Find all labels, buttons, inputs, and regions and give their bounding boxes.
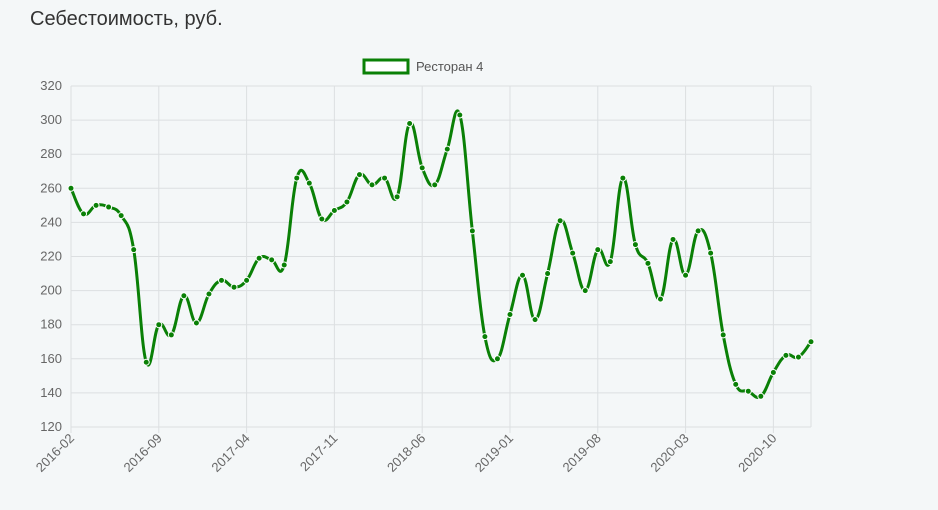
data-point[interactable] <box>531 316 539 324</box>
data-point[interactable] <box>519 271 527 279</box>
data-point[interactable] <box>192 319 200 327</box>
data-point[interactable] <box>619 174 627 182</box>
y-tick-label: 260 <box>40 180 62 195</box>
data-point[interactable] <box>355 171 363 179</box>
data-point[interactable] <box>205 290 213 298</box>
data-point[interactable] <box>293 174 301 182</box>
y-tick-label: 120 <box>40 419 62 434</box>
x-tick-label: 2017-11 <box>297 431 341 475</box>
data-point[interactable] <box>230 283 238 291</box>
data-point[interactable] <box>656 295 664 303</box>
chart-legend[interactable]: Ресторан 4 <box>362 58 483 75</box>
data-point[interactable] <box>544 270 552 278</box>
data-point[interactable] <box>669 235 677 243</box>
data-point[interactable] <box>569 249 577 257</box>
data-point[interactable] <box>368 181 376 189</box>
data-point[interactable] <box>782 351 790 359</box>
y-tick-label: 300 <box>40 112 62 127</box>
data-point[interactable] <box>468 227 476 235</box>
data-point[interactable] <box>757 392 765 400</box>
data-point[interactable] <box>255 254 263 262</box>
data-point[interactable] <box>318 215 326 223</box>
data-point[interactable] <box>142 358 150 366</box>
chart-grid <box>70 85 812 433</box>
data-point[interactable] <box>268 256 276 264</box>
data-point[interactable] <box>180 292 188 300</box>
data-point[interactable] <box>631 241 639 249</box>
y-tick-label: 200 <box>40 283 62 298</box>
x-tick-label: 2019-08 <box>560 431 604 475</box>
data-point[interactable] <box>92 201 100 209</box>
data-point[interactable] <box>80 210 88 218</box>
data-point[interactable] <box>418 164 426 172</box>
data-point[interactable] <box>744 387 752 395</box>
data-point[interactable] <box>694 227 702 235</box>
y-tick-label: 180 <box>40 317 62 332</box>
y-tick-label: 240 <box>40 214 62 229</box>
data-point[interactable] <box>431 181 439 189</box>
x-tick-label: 2018-06 <box>384 431 428 475</box>
data-point[interactable] <box>330 206 338 214</box>
data-point[interactable] <box>794 353 802 361</box>
data-point[interactable] <box>443 145 451 153</box>
data-point[interactable] <box>682 271 690 279</box>
y-tick-label: 280 <box>40 146 62 161</box>
data-point[interactable] <box>393 193 401 201</box>
data-point[interactable] <box>406 120 414 128</box>
data-point[interactable] <box>481 333 489 341</box>
data-point[interactable] <box>493 355 501 363</box>
data-point[interactable] <box>243 276 251 284</box>
x-tick-label: 2020-10 <box>735 431 779 475</box>
data-point[interactable] <box>506 310 514 318</box>
data-point[interactable] <box>456 111 464 119</box>
data-point[interactable] <box>719 331 727 339</box>
x-tick-label: 2020-03 <box>647 431 691 475</box>
x-axis: 2016-02 2016-09 2017-04 2017-11 2018-06 2019-… <box>33 431 780 475</box>
data-point[interactable] <box>67 184 75 192</box>
data-point[interactable] <box>218 276 226 284</box>
data-point[interactable] <box>167 331 175 339</box>
data-point[interactable] <box>594 246 602 254</box>
data-point[interactable] <box>105 203 113 211</box>
y-tick-label: 140 <box>40 385 62 400</box>
y-tick-label: 160 <box>40 351 62 366</box>
data-point[interactable] <box>769 368 777 376</box>
y-tick-label: 320 <box>40 78 62 93</box>
data-point[interactable] <box>343 198 351 206</box>
data-point[interactable] <box>732 380 740 388</box>
data-point[interactable] <box>644 259 652 267</box>
x-tick-label: 2016-09 <box>121 431 165 475</box>
x-tick-label: 2016-02 <box>33 431 77 475</box>
y-tick-label: 220 <box>40 249 62 264</box>
data-point[interactable] <box>707 249 715 257</box>
series-restoran-4 <box>67 109 815 400</box>
x-tick-label: 2019-01 <box>472 431 516 475</box>
data-point[interactable] <box>305 179 313 187</box>
data-point[interactable] <box>581 287 589 295</box>
legend-label: Ресторан 4 <box>416 59 483 74</box>
x-tick-label: 2017-04 <box>208 431 252 475</box>
data-point[interactable] <box>117 212 125 220</box>
data-point[interactable] <box>381 174 389 182</box>
data-point[interactable] <box>130 246 138 254</box>
data-point[interactable] <box>280 261 288 269</box>
data-point[interactable] <box>556 217 564 225</box>
legend-swatch <box>362 58 410 75</box>
data-point[interactable] <box>807 338 815 346</box>
data-point[interactable] <box>155 321 163 329</box>
chart-title: Себестоимость, руб. <box>30 8 223 30</box>
y-axis: 120 140 160 180 200 220 240 260 280 300 320 <box>40 78 62 434</box>
data-point[interactable] <box>606 258 614 266</box>
